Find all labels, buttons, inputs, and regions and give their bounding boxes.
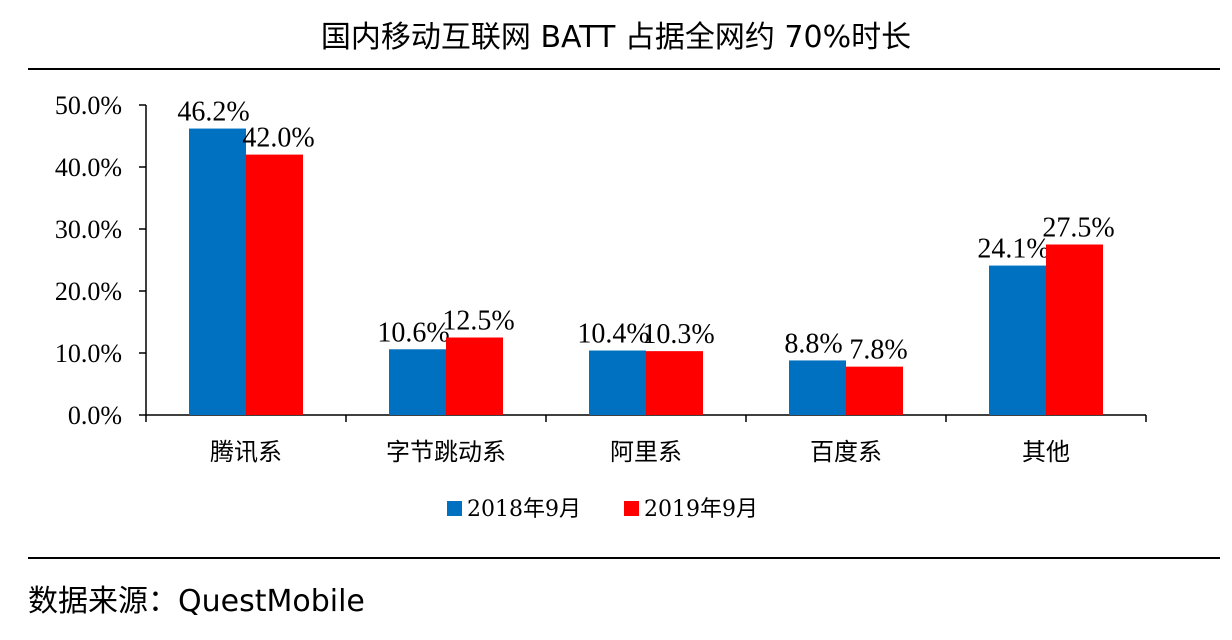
bar-series1: [789, 360, 846, 415]
bar-series1: [989, 265, 1046, 415]
y-tick-label: 30.0%: [55, 215, 122, 244]
legend-label: 2019年9月: [644, 497, 758, 522]
bar-series2: [646, 351, 703, 415]
legend-swatch: [447, 501, 462, 516]
category-label: 百度系: [810, 438, 882, 466]
y-tick-label: 0.0%: [68, 401, 122, 430]
bar-series2: [246, 154, 303, 415]
data-label: 10.6%: [377, 317, 449, 348]
data-label: 10.3%: [642, 319, 714, 350]
bar-series2: [846, 366, 903, 415]
category-label: 其他: [1022, 438, 1070, 466]
data-label: 12.5%: [442, 306, 514, 337]
top-rule: [28, 68, 1220, 70]
data-label: 46.2%: [177, 97, 249, 128]
data-label: 10.4%: [577, 319, 649, 350]
data-label: 42.0%: [242, 123, 314, 154]
source-note: 数据来源：QuestMobile: [28, 584, 365, 619]
chart-title: 国内移动互联网 BATT 占据全网约 70%时长: [320, 20, 912, 55]
legend-label: 2018年9月: [467, 497, 581, 522]
data-label: 8.8%: [784, 328, 842, 359]
bar-chart: 0.0% 10.0% 20.0% 30.0% 40.0% 50.0% 46.2%42.0% 腾…: [55, 91, 1147, 522]
data-label: 7.8%: [849, 335, 907, 366]
bar-series1: [389, 349, 446, 415]
bottom-rule: [28, 557, 1220, 559]
category-label: 字节跳动系: [386, 438, 506, 466]
category-label: 阿里系: [610, 438, 682, 466]
legend-swatch: [624, 501, 639, 516]
data-label: 27.5%: [1042, 213, 1114, 244]
data-label: 24.1%: [977, 234, 1049, 265]
bar-series1: [589, 350, 646, 415]
bar-series1: [189, 128, 246, 415]
bar-series2: [1046, 244, 1103, 415]
y-tick-label: 10.0%: [55, 339, 122, 368]
category-label: 腾讯系: [210, 438, 282, 466]
bar-series2: [446, 337, 503, 415]
y-tick-label: 50.0%: [55, 91, 122, 120]
y-tick-label: 20.0%: [55, 277, 122, 306]
y-tick-label: 40.0%: [55, 153, 122, 182]
